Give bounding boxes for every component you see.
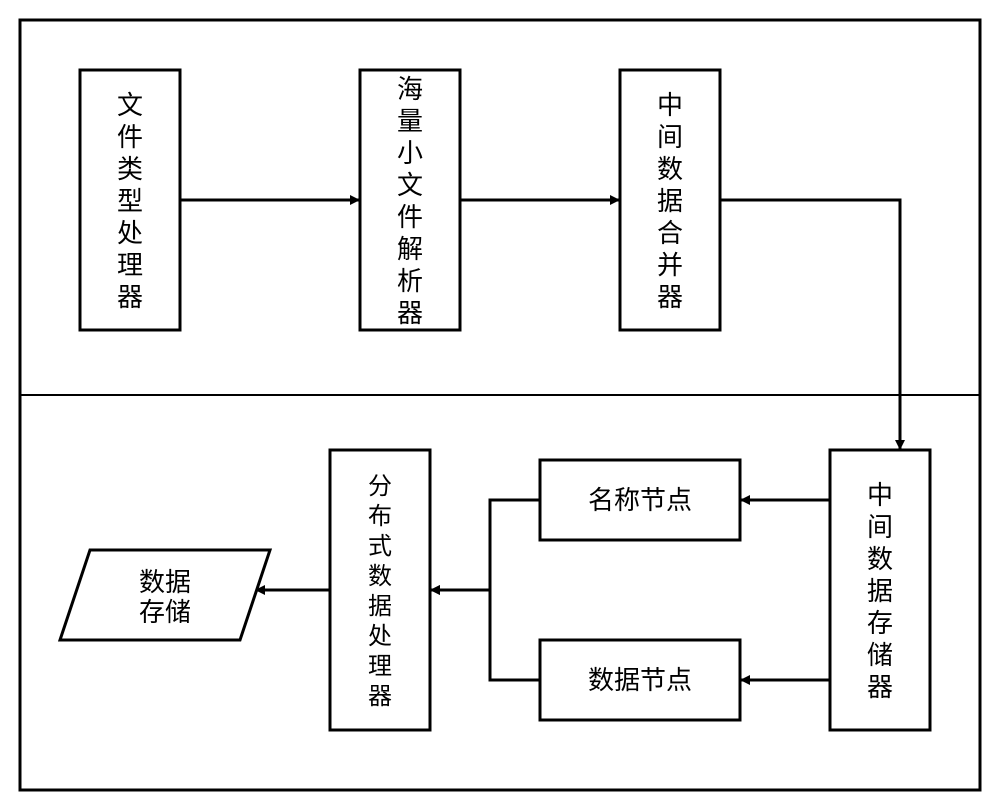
flow-arrow (720, 200, 900, 450)
file_type_processor-label: 型 (117, 187, 143, 216)
mid_data_merger-label: 器 (657, 283, 683, 312)
mid_data_merger-label: 数 (657, 155, 683, 184)
file_type_processor-label: 器 (117, 283, 143, 312)
distributed_processor-label: 数 (368, 563, 392, 590)
file_type_processor-label: 文 (117, 91, 143, 120)
flow-arrow (430, 590, 540, 680)
mid_data_merger-label: 间 (657, 123, 683, 152)
distributed_processor-label: 器 (368, 684, 392, 710)
mass_file_parser-label: 件 (397, 203, 423, 232)
mid_data_storage-label: 储 (867, 641, 893, 670)
mass_file_parser-label: 海 (397, 75, 423, 104)
file_type_processor-label: 类 (117, 155, 143, 184)
file_type_processor-label: 理 (117, 251, 143, 280)
data_storage-label: 存储 (139, 598, 191, 627)
distributed_processor-label: 布 (368, 503, 392, 530)
distributed_processor-label: 据 (368, 593, 392, 620)
distributed_processor-label: 处 (368, 623, 392, 650)
mass_file_parser-label: 器 (397, 299, 423, 328)
diagram-canvas: 文件类型处理器海量小文件解析器中间数据合并器中间数据存储器名称节点数据节点分布式… (0, 0, 1000, 811)
data_node-label: 数据节点 (588, 666, 692, 695)
mid_data_merger-label: 合 (657, 219, 683, 248)
mid_data_storage-label: 存 (867, 609, 893, 638)
distributed_processor-label: 式 (368, 533, 392, 560)
mass_file_parser-label: 量 (397, 107, 423, 136)
name_node-label: 名称节点 (588, 486, 692, 515)
distributed_processor-label: 分 (368, 473, 392, 500)
mid_data_storage-label: 器 (867, 673, 893, 702)
mid_data_storage-label: 数 (867, 545, 893, 574)
mid_data_merger-label: 据 (657, 187, 683, 216)
mass_file_parser-label: 析 (397, 267, 423, 296)
mid_data_merger-label: 并 (657, 251, 683, 280)
mid_data_storage-label: 间 (867, 513, 893, 542)
distributed_processor-label: 理 (368, 654, 392, 680)
mid_data_storage-label: 据 (867, 577, 893, 606)
file_type_processor-label: 处 (117, 219, 143, 248)
flow-arrow (430, 500, 540, 590)
mass_file_parser-label: 解 (397, 235, 423, 264)
mid_data_merger-label: 中 (657, 91, 683, 120)
mass_file_parser-label: 文 (397, 171, 423, 200)
mass_file_parser-label: 小 (397, 139, 423, 168)
file_type_processor-label: 件 (117, 123, 143, 152)
data_storage-label: 数据 (139, 568, 191, 597)
mid_data_storage-label: 中 (867, 481, 893, 510)
